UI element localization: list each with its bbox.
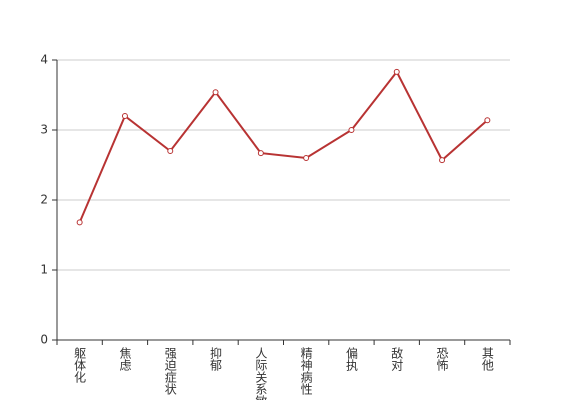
- point: [393, 68, 400, 75]
- point: [257, 150, 264, 157]
- x-tick-label: 敌对: [390, 346, 404, 371]
- point: [439, 157, 446, 164]
- point: [212, 89, 219, 96]
- x-tick-label: 其他: [480, 347, 494, 371]
- x-tick-label: 精神病性: [299, 347, 313, 396]
- point: [167, 148, 174, 154]
- y-tick-label: 4: [40, 53, 48, 67]
- y-tick-label: 2: [40, 193, 48, 207]
- y-tick-label: 1: [40, 263, 48, 277]
- x-tick-label: 强迫症状: [163, 347, 177, 395]
- x-tick-label: 偏执: [344, 346, 358, 372]
- line: [78, 70, 489, 223]
- x-tick-label: 恐怖: [435, 347, 449, 371]
- x-tick-label: 抑郁: [209, 346, 223, 372]
- x-tick-label: 人际关系敏感: [254, 347, 268, 400]
- x-tick-label: 躯体化: [73, 346, 87, 384]
- point: [303, 155, 310, 161]
- point: [76, 219, 83, 226]
- point: [121, 113, 128, 119]
- point: [348, 127, 355, 133]
- point: [484, 117, 491, 124]
- y-tick-label: 0: [40, 333, 48, 347]
- x-tick-label: 焦虑: [118, 347, 132, 371]
- y-tick-label: 3: [40, 123, 48, 137]
